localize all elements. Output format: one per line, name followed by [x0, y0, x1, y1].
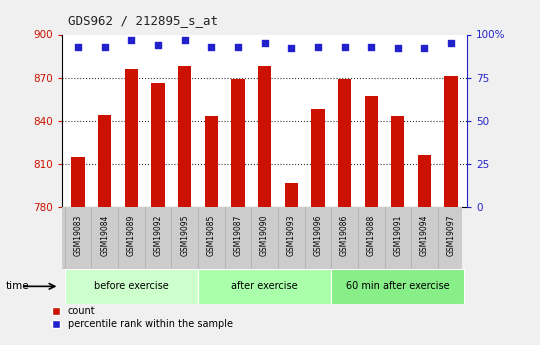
Bar — [125, 69, 138, 207]
Text: GSM19091: GSM19091 — [393, 215, 402, 256]
Text: GSM19089: GSM19089 — [127, 215, 136, 256]
Bar — [285, 183, 298, 207]
Text: GSM19084: GSM19084 — [100, 215, 109, 256]
Point — [154, 42, 163, 48]
Text: GSM19093: GSM19093 — [287, 215, 296, 256]
Bar — [444, 76, 458, 207]
Text: GSM19092: GSM19092 — [153, 215, 163, 256]
Bar — [71, 157, 85, 207]
Point — [180, 37, 189, 42]
Legend: count, percentile rank within the sample: count, percentile rank within the sample — [48, 303, 237, 333]
Text: GSM19086: GSM19086 — [340, 215, 349, 256]
Text: before exercise: before exercise — [94, 282, 169, 291]
Point — [340, 44, 349, 49]
Point — [74, 44, 83, 49]
Text: GSM19097: GSM19097 — [447, 215, 456, 256]
Point — [234, 44, 242, 49]
Point — [100, 44, 109, 49]
Bar — [418, 155, 431, 207]
Text: 60 min after exercise: 60 min after exercise — [346, 282, 450, 291]
Text: GSM19096: GSM19096 — [313, 215, 322, 256]
Bar — [364, 96, 378, 207]
Bar — [98, 115, 111, 207]
Point — [394, 46, 402, 51]
Point — [207, 44, 215, 49]
Bar — [65, 269, 198, 304]
Bar — [338, 79, 351, 207]
Text: time: time — [5, 282, 29, 291]
Text: GSM19090: GSM19090 — [260, 215, 269, 256]
Point — [287, 46, 295, 51]
Point — [420, 46, 429, 51]
Bar — [311, 109, 325, 207]
Bar — [178, 66, 191, 207]
Bar — [331, 269, 464, 304]
Bar — [198, 269, 331, 304]
Text: GSM19095: GSM19095 — [180, 215, 189, 256]
Bar — [258, 66, 271, 207]
Text: after exercise: after exercise — [231, 282, 298, 291]
Bar — [151, 83, 165, 207]
Bar — [231, 79, 245, 207]
Text: GSM19088: GSM19088 — [367, 215, 376, 256]
Point — [447, 40, 455, 46]
Text: GDS962 / 212895_s_at: GDS962 / 212895_s_at — [68, 14, 218, 27]
Text: GSM19085: GSM19085 — [207, 215, 216, 256]
Text: GSM19094: GSM19094 — [420, 215, 429, 256]
Point — [367, 44, 375, 49]
Text: GSM19087: GSM19087 — [233, 215, 242, 256]
Point — [127, 37, 136, 42]
Bar — [391, 117, 404, 207]
Point — [314, 44, 322, 49]
Text: GSM19083: GSM19083 — [73, 215, 83, 256]
Bar — [205, 117, 218, 207]
Point — [260, 40, 269, 46]
